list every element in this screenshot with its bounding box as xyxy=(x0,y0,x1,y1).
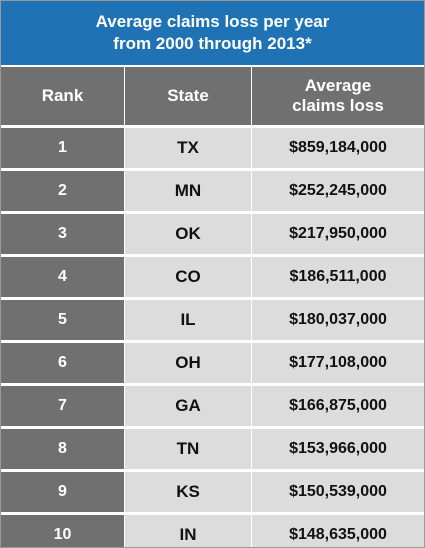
table-row: 10 IN $148,635,000 xyxy=(1,515,424,547)
rank-cell: 4 xyxy=(1,257,124,297)
table-title: Average claims loss per year from 2000 t… xyxy=(1,1,424,65)
state-cell: KS xyxy=(125,472,251,512)
table-row: 3 OK $217,950,000 xyxy=(1,214,424,254)
claims-loss-cell: $180,037,000 xyxy=(252,300,424,340)
claims-loss-cell: $150,539,000 xyxy=(252,472,424,512)
header-average-claims-loss: Average claims loss xyxy=(252,67,424,125)
table-row: 7 GA $166,875,000 xyxy=(1,386,424,426)
claims-loss-cell: $153,966,000 xyxy=(252,429,424,469)
rank-cell: 3 xyxy=(1,214,124,254)
table-row: 2 MN $252,245,000 xyxy=(1,171,424,211)
title-line-1: Average claims loss per year xyxy=(95,12,330,31)
state-cell: TX xyxy=(125,128,251,168)
state-cell: IN xyxy=(125,515,251,547)
state-cell: MN xyxy=(125,171,251,211)
claims-loss-cell: $859,184,000 xyxy=(252,128,424,168)
table-row: 6 OH $177,108,000 xyxy=(1,343,424,383)
claims-loss-cell: $148,635,000 xyxy=(252,515,424,547)
header-rank: Rank xyxy=(1,67,124,125)
table-row: 1 TX $859,184,000 xyxy=(1,128,424,168)
state-cell: CO xyxy=(125,257,251,297)
rank-cell: 6 xyxy=(1,343,124,383)
title-line-2: from 2000 through 2013* xyxy=(113,34,312,53)
table-row: 9 KS $150,539,000 xyxy=(1,472,424,512)
claims-loss-cell: $186,511,000 xyxy=(252,257,424,297)
state-cell: OH xyxy=(125,343,251,383)
table-row: 4 CO $186,511,000 xyxy=(1,257,424,297)
rank-cell: 10 xyxy=(1,515,124,547)
rank-cell: 2 xyxy=(1,171,124,211)
state-cell: TN xyxy=(125,429,251,469)
table-row: 8 TN $153,966,000 xyxy=(1,429,424,469)
state-cell: IL xyxy=(125,300,251,340)
claims-loss-cell: $177,108,000 xyxy=(252,343,424,383)
header-state: State xyxy=(125,67,251,125)
rank-cell: 9 xyxy=(1,472,124,512)
header-loss-label: Average claims loss xyxy=(292,76,384,115)
claims-loss-cell: $166,875,000 xyxy=(252,386,424,426)
table-row: 5 IL $180,037,000 xyxy=(1,300,424,340)
claims-loss-cell: $217,950,000 xyxy=(252,214,424,254)
state-cell: GA xyxy=(125,386,251,426)
header-row: Rank State Average claims loss xyxy=(1,65,424,125)
rank-cell: 5 xyxy=(1,300,124,340)
rank-cell: 1 xyxy=(1,128,124,168)
rank-cell: 7 xyxy=(1,386,124,426)
state-cell: OK xyxy=(125,214,251,254)
claims-loss-cell: $252,245,000 xyxy=(252,171,424,211)
rank-cell: 8 xyxy=(1,429,124,469)
